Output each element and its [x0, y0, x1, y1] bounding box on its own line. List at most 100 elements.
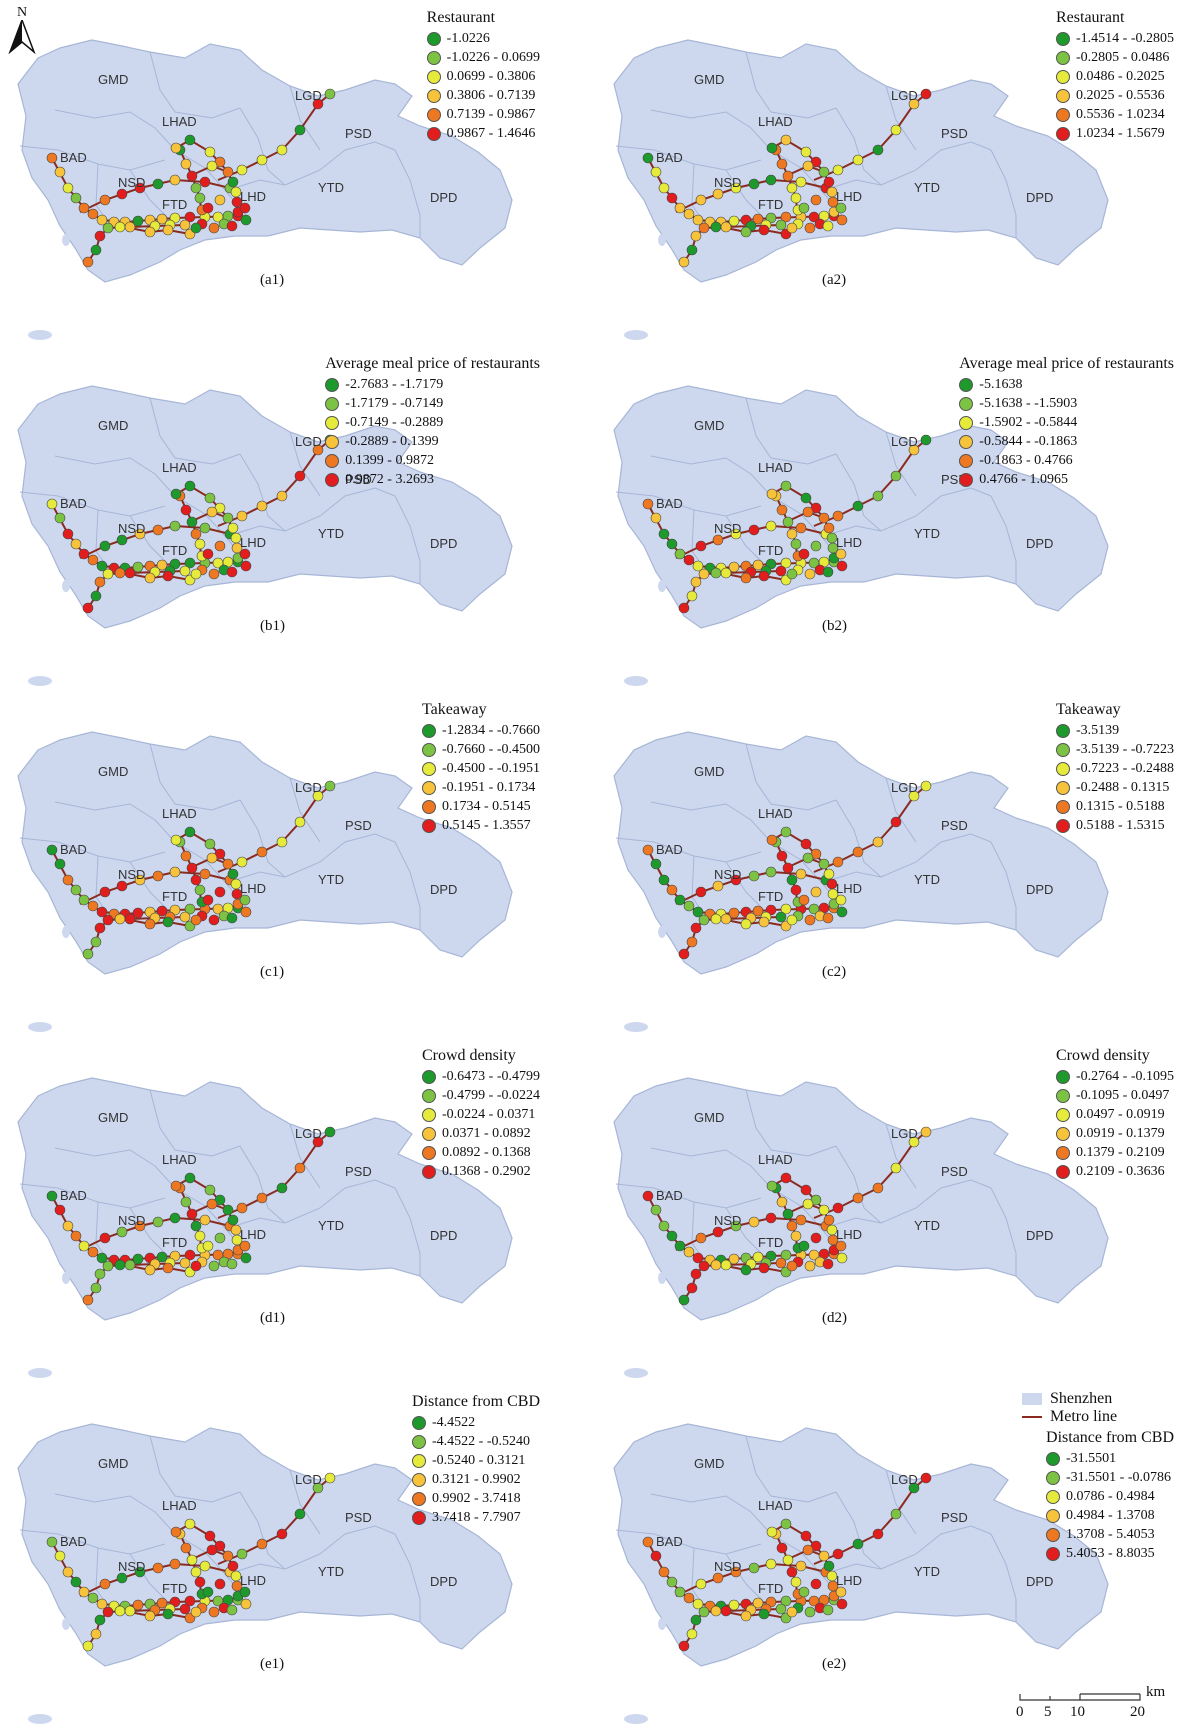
- district-boundary: [885, 777, 917, 843]
- district-label-gmd: GMD: [98, 72, 129, 87]
- legend-class-label: -31.5501 - -0.0786: [1066, 1470, 1172, 1485]
- metro-station-marker: [782, 1208, 794, 1220]
- metro-station-marker: [240, 214, 252, 226]
- metro-station-marker: [728, 1599, 740, 1611]
- metro-station-marker: [728, 561, 740, 573]
- metro-station-marker: [658, 1566, 670, 1578]
- district-label-lhad: LHAD: [162, 114, 197, 129]
- legend-swatch: [426, 88, 441, 103]
- district-label-psd: PSD: [345, 472, 372, 487]
- district-label-ftd: FTD: [162, 889, 188, 904]
- panel-caption: (a2): [822, 272, 847, 288]
- district-label-lgd: LGD: [295, 1126, 322, 1141]
- island: [624, 1714, 648, 1724]
- district-label-gmd: GMD: [694, 764, 725, 779]
- metro-station-marker: [795, 868, 807, 880]
- legend-class-label: 0.0699 - 0.3806: [446, 69, 536, 84]
- metro-station-marker: [82, 256, 94, 268]
- metro-station-marker: [132, 1599, 144, 1611]
- metro-station-marker: [144, 1610, 156, 1622]
- metro-station-marker: [94, 922, 106, 934]
- legend-swatch: [412, 1510, 427, 1525]
- metro-station-marker: [186, 1554, 198, 1566]
- metro-station-marker: [179, 911, 191, 923]
- district-label-bad: BAD: [656, 150, 683, 165]
- metro-station-marker: [202, 548, 214, 560]
- metro-station-marker: [312, 1136, 324, 1148]
- metro-station-marker: [782, 170, 794, 182]
- metro-station-marker: [239, 202, 251, 214]
- metro-station-marker: [179, 219, 191, 231]
- legend-class-row: 0.1315 - 0.5188: [1056, 797, 1174, 816]
- metro-station-marker: [835, 894, 847, 906]
- legend-swatch: [959, 415, 974, 430]
- metro-station-marker: [690, 576, 702, 588]
- metro-station-marker: [312, 444, 324, 456]
- district-label-bad: BAD: [60, 1534, 87, 1549]
- legend-class-row: -0.5240 - 0.3121: [412, 1451, 540, 1470]
- legend-swatch: [422, 1069, 436, 1084]
- metro-station-marker: [674, 548, 686, 560]
- legend-swatch: [325, 415, 340, 430]
- district-label-nsd: NSD: [714, 867, 742, 882]
- metro-station-marker: [156, 905, 168, 917]
- metro-station-marker: [162, 224, 174, 236]
- metro-station-marker: [780, 1249, 792, 1261]
- panel-caption: (a1): [260, 272, 285, 288]
- legend-class-row: -0.7223 - -0.2488: [1056, 759, 1174, 778]
- metro-station-marker: [835, 1586, 847, 1598]
- metro-station-marker: [782, 516, 794, 528]
- district-label-lhd: LHD: [836, 1573, 863, 1588]
- legend-title: Average meal price of restaurants: [325, 355, 540, 372]
- island: [624, 330, 648, 340]
- metro-station-marker: [99, 194, 111, 206]
- metro-station-marker: [102, 568, 114, 580]
- district-boundary: [880, 487, 992, 532]
- legend-swatch: [422, 799, 436, 814]
- legend-swatch: [1056, 126, 1070, 141]
- district-label-gmd: GMD: [694, 72, 725, 87]
- district-boundary: [129, 169, 171, 221]
- district-boundary: [227, 179, 286, 191]
- metro-station-marker: [810, 886, 822, 898]
- district-label-dpd: DPD: [1026, 190, 1054, 205]
- district-boundary: [129, 515, 171, 567]
- metro-station-marker: [256, 500, 268, 512]
- metro-station-marker: [740, 226, 752, 238]
- island: [62, 580, 70, 592]
- metro-station-marker: [666, 1230, 678, 1242]
- metro-station-marker: [190, 528, 202, 540]
- legend-class-row: 0.3806 - 0.7139: [426, 86, 540, 105]
- district-boundary: [650, 455, 772, 497]
- metro-station-marker: [748, 524, 760, 536]
- metro-station-marker: [162, 570, 174, 582]
- metro-station-marker: [204, 492, 216, 504]
- metro-station-marker: [170, 1180, 182, 1192]
- scale-tick-10: 10: [1070, 1704, 1085, 1720]
- district-boundary: [239, 1491, 286, 1570]
- legend-class-row: 0.1379 - 0.2109: [1056, 1143, 1174, 1162]
- district-label-bad: BAD: [656, 1188, 683, 1203]
- district-boundary: [149, 51, 241, 119]
- district-boundary: [745, 743, 837, 811]
- district-label-ftd: FTD: [162, 1235, 188, 1250]
- metro-station-marker: [208, 568, 220, 580]
- legend-class-row: -1.5902 - -0.5844: [959, 413, 1174, 432]
- metro-station-marker: [822, 912, 834, 924]
- metro-line: [725, 573, 787, 581]
- metro-station-marker: [54, 1204, 66, 1216]
- legend-class-label: 0.3806 - 0.7139: [446, 88, 536, 103]
- legend-class-label: 0.1399 - 0.9872: [345, 453, 434, 468]
- island: [658, 580, 666, 592]
- legend-swatch: [325, 396, 340, 411]
- legend-class-row: 0.0699 - 0.3806: [426, 67, 540, 86]
- metro-station-marker: [162, 1608, 174, 1620]
- metro-station-marker: [683, 1246, 695, 1258]
- metro-station-marker: [810, 540, 822, 552]
- metro-line: [725, 227, 787, 235]
- metro-station-marker: [114, 567, 126, 579]
- legend-swatch: [1056, 761, 1070, 776]
- metro-station-marker: [294, 124, 306, 136]
- metro-station-marker: [152, 870, 164, 882]
- legend-class-label: 0.0486 - 0.2025: [1076, 69, 1165, 84]
